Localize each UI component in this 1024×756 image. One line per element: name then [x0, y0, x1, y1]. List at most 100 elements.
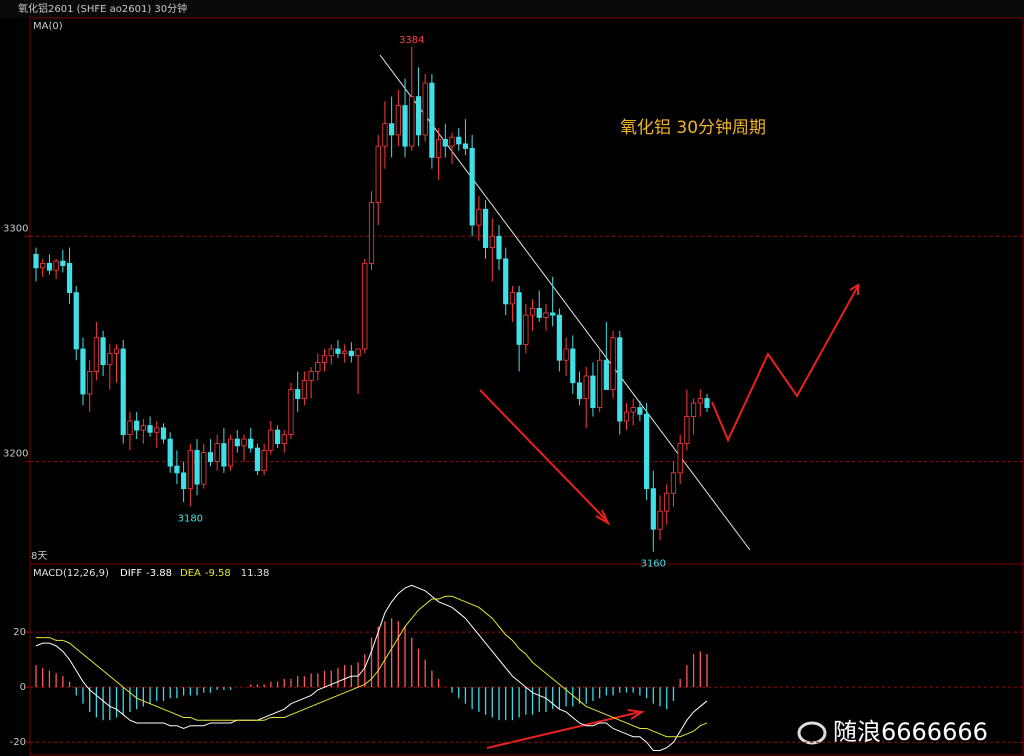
macd-value: 11.38: [241, 568, 270, 579]
candle-body: [597, 359, 603, 408]
chart-title[interactable]: 氧化铝2601 (SHFE ao2601) 30分钟: [18, 2, 187, 15]
candle-body: [476, 208, 482, 226]
candle-body: [281, 434, 287, 444]
y-tick-label: 3200: [3, 449, 28, 460]
candle-body: [603, 359, 609, 390]
candle-body: [295, 389, 301, 399]
candle-body: [221, 443, 227, 467]
candle-body: [670, 472, 677, 494]
arrow-head: [627, 709, 645, 720]
legend-value: -3.88: [146, 568, 172, 579]
candle-body: [187, 449, 193, 490]
candle-body: [160, 427, 167, 440]
candle-body: [248, 438, 254, 449]
candle-body: [46, 262, 53, 271]
candle-body: [556, 314, 562, 361]
candle-body: [147, 425, 153, 433]
candle-body: [288, 389, 294, 435]
candle-body: [637, 407, 643, 415]
arrow-head: [849, 283, 859, 295]
candle-body: [496, 235, 502, 260]
candle-body: [227, 438, 234, 467]
candle-body: [100, 337, 106, 366]
candle-body: [140, 425, 146, 431]
low-label: 3180: [178, 514, 203, 525]
candle-body: [415, 96, 422, 136]
candle-body: [301, 380, 308, 399]
candle-body: [335, 348, 341, 354]
candle-body: [429, 82, 435, 158]
candle-body: [120, 348, 126, 435]
candle-body: [321, 355, 328, 363]
candle-body: [690, 402, 697, 417]
weibo-logo: [797, 721, 827, 745]
candle-body: [328, 348, 334, 357]
candle-body: [274, 429, 281, 444]
candle-body: [66, 262, 73, 294]
candle-body: [503, 258, 509, 305]
candle-body: [576, 382, 583, 399]
annotation: 氧化铝 30分钟周期: [620, 118, 766, 138]
candle-body: [355, 348, 361, 357]
watermark: 随浪6666666: [797, 718, 988, 746]
candle-body: [395, 105, 401, 136]
arrows: [479, 283, 859, 749]
candle-body: [610, 337, 616, 390]
candle-body: [543, 312, 549, 318]
y-tick-label: 0: [20, 682, 26, 693]
candle-body: [704, 398, 710, 408]
candle-body: [40, 262, 46, 269]
macd-title: MACD(12,26,9): [33, 568, 109, 579]
candle-body: [583, 375, 589, 399]
candle-body: [93, 337, 99, 372]
candle-body: [362, 262, 368, 350]
forecast-path: [711, 285, 859, 443]
candle-body: [368, 202, 375, 264]
candle-body: [449, 136, 455, 147]
y-tick-label: 3300: [3, 223, 28, 234]
candle-body: [523, 314, 529, 345]
candle-body: [80, 348, 86, 395]
macd-line: [35, 584, 708, 751]
candle-body: [442, 139, 448, 147]
candle-body: [127, 420, 133, 435]
candle-body: [234, 438, 240, 447]
candle-body: [194, 449, 200, 485]
macd-panel-frame: [29, 563, 1024, 756]
candle-body: [60, 260, 66, 266]
candle-body: [254, 447, 261, 472]
candle-body: [570, 348, 576, 384]
candle-body: [107, 353, 113, 366]
watermark-text: 随浪6666666: [833, 718, 988, 746]
candle-body: [462, 143, 469, 149]
candle-body: [516, 292, 522, 345]
candle-body: [167, 438, 173, 467]
period-label: 8天: [31, 551, 47, 562]
candle-body: [154, 427, 160, 433]
candle-body: [664, 492, 670, 512]
candle-body: [53, 260, 59, 271]
candle-body: [308, 371, 314, 381]
candle-body: [469, 148, 475, 226]
high-label: 3384: [399, 35, 424, 46]
candle-body: [482, 208, 489, 248]
candle-body: [684, 416, 690, 444]
low-label: 3160: [641, 559, 666, 570]
candle-body: [268, 429, 274, 451]
candle-body: [375, 145, 381, 203]
candle-body: [617, 337, 623, 422]
candle-body: [261, 449, 267, 472]
candle-body: [456, 136, 462, 145]
indicator-label[interactable]: MA(0): [33, 21, 63, 32]
legend-name: DIFF: [120, 568, 142, 579]
legend-value: -9.58: [205, 568, 231, 579]
arrow-down: [479, 389, 607, 521]
candle-body: [181, 472, 187, 490]
candle-body: [73, 292, 79, 350]
candle-body: [389, 123, 395, 136]
candle-body: [214, 443, 220, 463]
main-panel-frame: [29, 17, 1024, 565]
candle-body: [529, 307, 536, 316]
candle-body: [422, 82, 428, 136]
